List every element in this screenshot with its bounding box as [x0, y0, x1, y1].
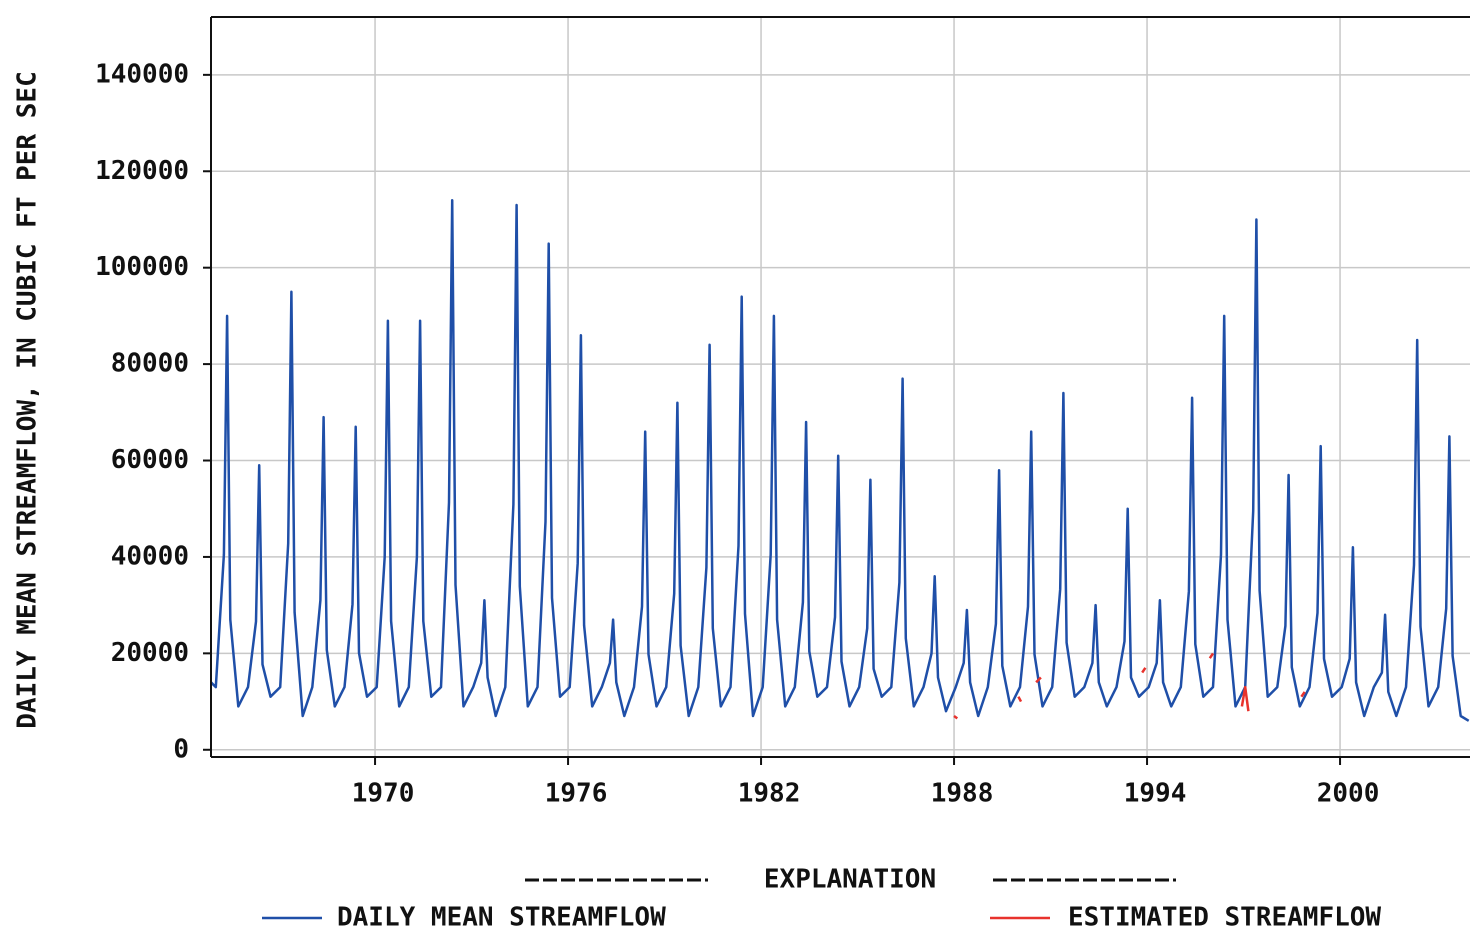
plot-lines [211, 198, 1470, 722]
y-tick-label: 0 [173, 734, 189, 764]
legend-title: EXPLANATION [764, 865, 936, 895]
x-tick-label: 1970 [352, 779, 415, 809]
y-tick-label: 80000 [111, 349, 189, 379]
y-tick-label: 140000 [95, 59, 189, 89]
legend: DAILY MEAN STREAMFLOW ESTIMATED STREAMFLO… [262, 903, 1381, 933]
y-tick-label: 100000 [95, 252, 189, 282]
y-axis-label: DAILY MEAN STREAMFLOW, IN CUBIC FT PER S… [13, 71, 43, 728]
x-tick-label: 1988 [931, 779, 994, 809]
y-tick-label: 40000 [111, 541, 189, 571]
y-tick-label: 60000 [111, 445, 189, 475]
series-line [211, 198, 1470, 722]
legend-label: ESTIMATED STREAMFLOW [1068, 903, 1381, 933]
x-tick-label: 1976 [545, 779, 608, 809]
series-line [953, 652, 1306, 720]
y-tick-label: 120000 [95, 156, 189, 186]
x-tick-label: 2000 [1317, 779, 1380, 809]
x-tick-label: 1994 [1124, 779, 1187, 809]
y-tick-label: 20000 [111, 638, 189, 668]
legend-label: DAILY MEAN STREAMFLOW [337, 903, 666, 933]
x-tick-label: 1982 [738, 779, 801, 809]
grid [211, 17, 1470, 757]
